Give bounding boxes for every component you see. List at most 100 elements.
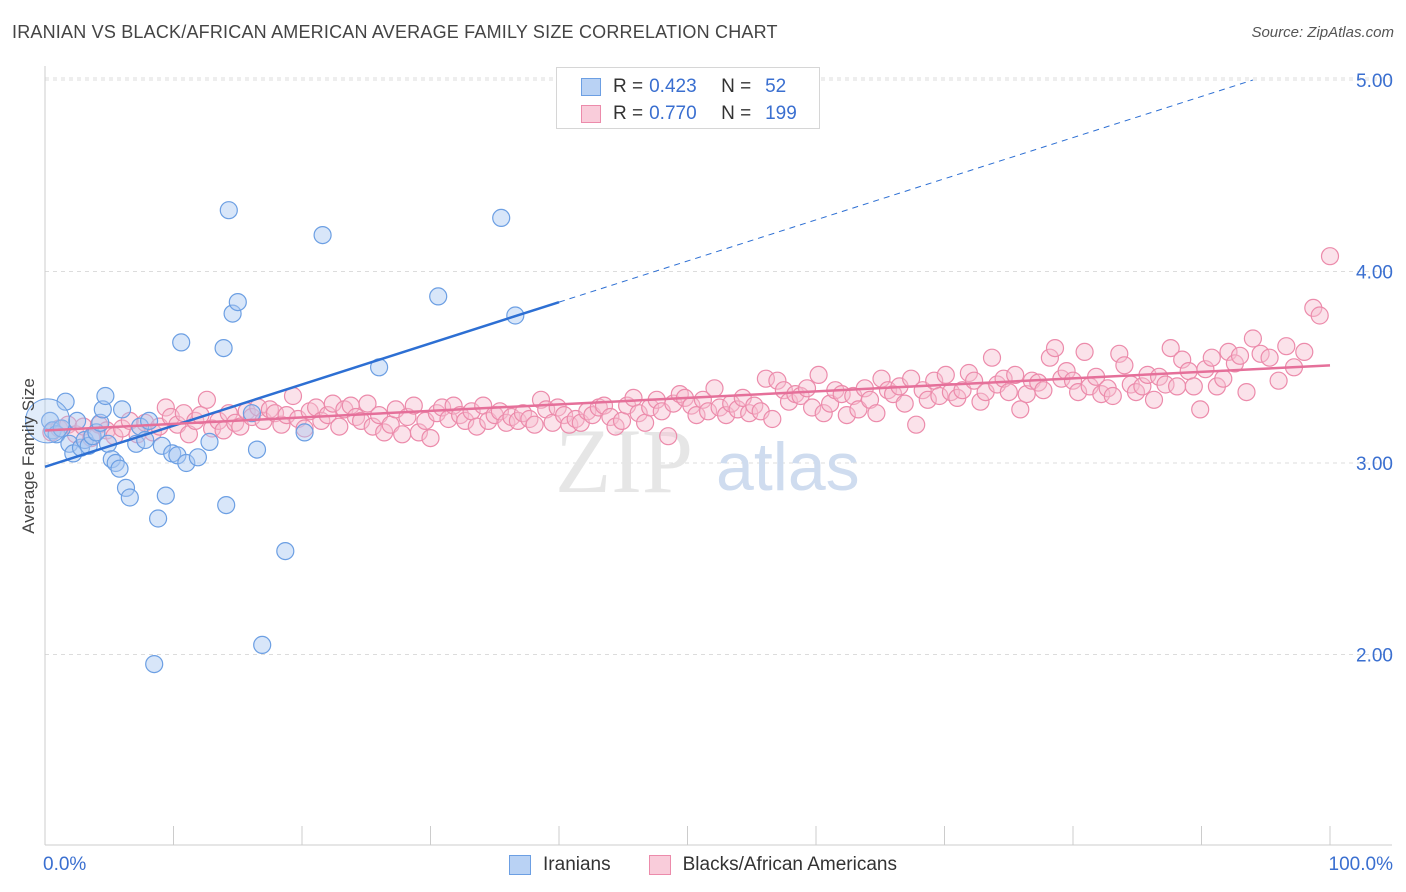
- iranians-point: [276, 541, 295, 561]
- blacks-point: [999, 383, 1018, 402]
- blacks-point: [1115, 356, 1134, 375]
- iranians-point-large: [25, 398, 71, 444]
- r-value-blacks: 0.770: [649, 103, 697, 124]
- series-blacks-points: [42, 247, 1340, 448]
- blacks-point: [1156, 375, 1175, 394]
- blacks-point: [698, 402, 718, 421]
- iranians-point: [223, 304, 242, 323]
- blacks-point: [1167, 377, 1187, 396]
- r-value-iranians: 0.423: [649, 76, 697, 97]
- blacks-point: [363, 417, 382, 436]
- chart-title: IRANIAN VS BLACK/AFRICAN AMERICAN AVERAG…: [12, 22, 778, 42]
- blacks-point: [907, 415, 926, 434]
- iranians-point: [247, 440, 267, 459]
- blacks-point: [295, 419, 314, 438]
- iranians-point: [79, 436, 98, 455]
- blacks-point: [1295, 342, 1314, 361]
- blacks-point: [930, 386, 949, 406]
- blacks-point: [323, 394, 342, 413]
- blacks-point: [393, 425, 412, 444]
- iranians-point: [93, 400, 112, 419]
- iranians-point: [295, 423, 314, 442]
- iranians-point: [429, 287, 448, 306]
- iranians-point: [172, 333, 191, 352]
- blacks-point: [409, 423, 428, 442]
- blacks-point: [1110, 344, 1129, 363]
- blacks-point: [971, 392, 990, 411]
- blacks-point: [1251, 344, 1270, 363]
- iranians-point: [219, 201, 238, 220]
- blacks-point: [1011, 400, 1030, 419]
- blacks-point: [797, 379, 817, 398]
- blacks-point: [1202, 348, 1221, 367]
- blacks-point: [520, 409, 539, 429]
- blacks-point: [1191, 400, 1210, 419]
- legend-label-blacks: Blacks/African Americans: [682, 854, 897, 875]
- blacks-point: [601, 407, 620, 427]
- blacks-point: [936, 365, 955, 384]
- iranians-point: [152, 436, 171, 455]
- iranians-point: [214, 339, 233, 358]
- legend-label-iranians: Iranians: [543, 854, 611, 875]
- blacks-point: [1040, 348, 1060, 367]
- blacks-point: [1006, 365, 1025, 384]
- iranians-point: [149, 509, 168, 528]
- legend-item-iranians[interactable]: Iranians: [509, 854, 611, 876]
- blacks-point: [768, 371, 787, 390]
- blacks-point: [1320, 247, 1340, 266]
- blacks-point: [427, 404, 446, 423]
- blacks-point: [421, 429, 440, 448]
- blacks-point: [330, 417, 349, 436]
- iranians-point: [217, 496, 236, 515]
- iranians-point: [112, 400, 132, 419]
- iranians-point: [145, 654, 164, 674]
- series-legend: Iranians Blacks/African Americans: [0, 852, 1406, 878]
- blacks-point: [1103, 386, 1122, 406]
- tick-labels: 2.00 3.00 4.00 5.00 0.0% 100.0%: [43, 71, 1393, 875]
- iranians-point: [156, 486, 175, 505]
- legend-item-blacks[interactable]: Blacks/African Americans: [648, 854, 897, 876]
- blacks-point: [705, 379, 724, 398]
- blacks-point: [352, 411, 371, 430]
- iranians-trend-line: [44, 300, 560, 469]
- blacks-point: [716, 406, 736, 425]
- iranians-point: [253, 635, 272, 655]
- watermark-atlas: atlas: [716, 429, 860, 505]
- blacks-point: [814, 404, 833, 423]
- blacks-point: [1133, 377, 1152, 396]
- blacks-point: [554, 406, 574, 425]
- blacks-point: [809, 365, 828, 384]
- blacks-point: [964, 371, 984, 390]
- blacks-point: [1034, 381, 1053, 400]
- blacks-point: [1161, 339, 1180, 358]
- iranians-point: [492, 208, 511, 227]
- n-label: N =: [721, 76, 752, 97]
- iranians-point: [60, 434, 79, 453]
- blacks-point: [467, 417, 486, 436]
- blacks-point: [629, 404, 648, 423]
- iranians-point: [140, 411, 159, 430]
- blacks-point: [1184, 377, 1203, 396]
- blacks-point: [1269, 371, 1288, 390]
- blacks-point: [1219, 342, 1238, 361]
- blacks-point: [203, 419, 222, 438]
- blacks-point: [687, 406, 706, 425]
- trend-lines: [44, 79, 1331, 469]
- blacks-point: [763, 409, 782, 429]
- blacks-point: [497, 413, 516, 432]
- n-value-iranians: 52: [765, 76, 787, 97]
- iranians-point: [200, 432, 219, 451]
- y-axis-title: Average Family Size: [19, 378, 38, 534]
- iranians-point: [110, 459, 129, 478]
- blacks-point: [1260, 348, 1279, 367]
- legend-row-blacks: R = 0.770 N = 199: [581, 102, 797, 126]
- iranians-swatch: [581, 78, 601, 96]
- y-tick-label: 5.00: [1356, 71, 1393, 92]
- blacks-point: [1243, 329, 1263, 348]
- iranians-point: [56, 392, 75, 411]
- blacks-point: [837, 406, 856, 425]
- blacks-point: [659, 427, 678, 446]
- blacks-point: [1237, 383, 1256, 402]
- blacks-point: [982, 348, 1002, 367]
